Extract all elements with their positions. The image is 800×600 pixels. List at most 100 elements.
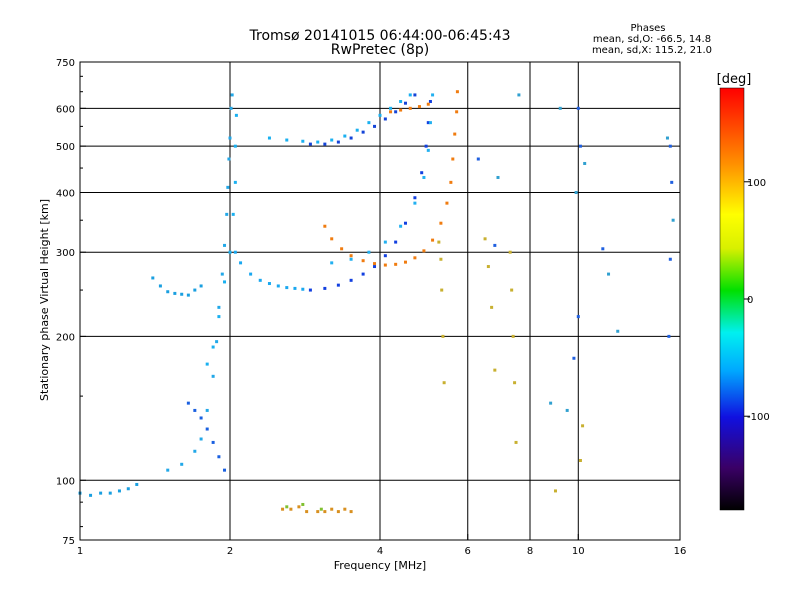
data-point	[574, 190, 578, 194]
data-point	[117, 489, 121, 493]
data-point	[455, 110, 459, 114]
colorbar: [deg] 100 0 -100	[717, 72, 770, 511]
data-point	[399, 108, 403, 112]
y-tick-label-4: 400	[56, 188, 75, 199]
data-point	[426, 148, 430, 152]
x-tick-label-1: 2	[227, 546, 233, 557]
data-point	[301, 502, 305, 506]
data-point	[389, 110, 393, 114]
data-point	[151, 276, 155, 280]
y-tick-label-7: 750	[56, 58, 75, 69]
y-axis: 75 100 200 300 400 500 600 750	[56, 58, 86, 547]
data-point	[508, 250, 512, 254]
data-point	[343, 134, 347, 138]
data-point	[135, 482, 139, 486]
data-point	[413, 196, 417, 200]
data-point	[166, 290, 170, 294]
data-point	[426, 121, 430, 125]
y-tick-label-5: 500	[56, 142, 75, 153]
data-point	[576, 315, 580, 319]
data-point	[186, 293, 190, 297]
data-point	[330, 138, 334, 142]
data-point	[231, 212, 235, 216]
data-point	[445, 201, 449, 205]
data-point	[665, 136, 669, 140]
data-point	[440, 288, 444, 292]
data-point	[180, 462, 184, 466]
data-point	[289, 507, 293, 511]
data-point	[422, 249, 426, 253]
data-point	[186, 401, 190, 405]
data-point	[217, 305, 221, 309]
data-point	[424, 144, 428, 148]
data-point	[349, 278, 353, 282]
x-tick-label-3: 6	[465, 546, 471, 557]
data-point	[301, 139, 305, 143]
data-point	[437, 240, 441, 244]
data-point	[553, 489, 557, 493]
data-point	[483, 237, 487, 241]
stats-o: mean, sd,O: -66.5, 14.8	[593, 34, 711, 45]
data-point	[228, 250, 232, 254]
data-point	[276, 284, 280, 288]
data-points	[78, 90, 675, 514]
data-point	[173, 291, 177, 295]
data-point	[239, 261, 243, 265]
data-point	[490, 305, 494, 309]
data-point	[373, 265, 377, 269]
data-point	[514, 440, 518, 444]
data-point	[383, 263, 387, 267]
data-point	[493, 368, 497, 372]
data-point	[367, 250, 371, 254]
data-point	[667, 334, 671, 338]
data-point	[455, 90, 459, 94]
y-tick-label-2: 200	[56, 332, 75, 343]
data-point	[601, 247, 605, 251]
data-point	[323, 286, 327, 290]
colorbar-ticks: 100 0 -100	[744, 178, 770, 423]
data-point	[193, 408, 197, 412]
colorbar-label: [deg]	[717, 72, 752, 87]
chart-title-line1: Tromsø 20141015 06:44:00-06:45:43	[249, 28, 511, 44]
data-point	[668, 257, 672, 261]
data-point	[565, 408, 569, 412]
data-point	[413, 201, 417, 205]
data-point	[394, 262, 398, 266]
data-point	[476, 157, 480, 161]
data-point	[193, 449, 197, 453]
data-point	[285, 138, 289, 142]
data-point	[513, 381, 517, 385]
data-point	[249, 272, 253, 276]
data-point	[193, 288, 197, 292]
data-point	[281, 507, 285, 511]
data-point	[383, 117, 387, 121]
data-point	[361, 259, 365, 263]
data-point	[308, 142, 312, 146]
data-point	[316, 140, 320, 144]
data-point	[285, 505, 289, 509]
data-point	[336, 510, 340, 514]
data-point	[285, 286, 289, 290]
data-point	[607, 272, 611, 276]
data-point	[668, 144, 672, 148]
data-point	[486, 265, 490, 269]
y-tick-label-1: 100	[56, 476, 75, 487]
data-point	[493, 243, 497, 247]
x-tick-label-4: 8	[527, 546, 533, 557]
data-point	[223, 243, 227, 247]
data-point	[205, 408, 209, 412]
data-point	[403, 101, 407, 105]
data-point	[228, 136, 232, 140]
data-point	[233, 144, 237, 148]
data-point	[439, 221, 443, 225]
data-point	[323, 224, 327, 228]
data-point	[180, 292, 184, 296]
data-point	[389, 106, 393, 110]
data-point	[428, 100, 432, 104]
data-point	[578, 458, 582, 462]
data-point	[267, 136, 271, 140]
data-point	[199, 416, 203, 420]
data-point	[349, 136, 353, 140]
data-point	[158, 284, 162, 288]
